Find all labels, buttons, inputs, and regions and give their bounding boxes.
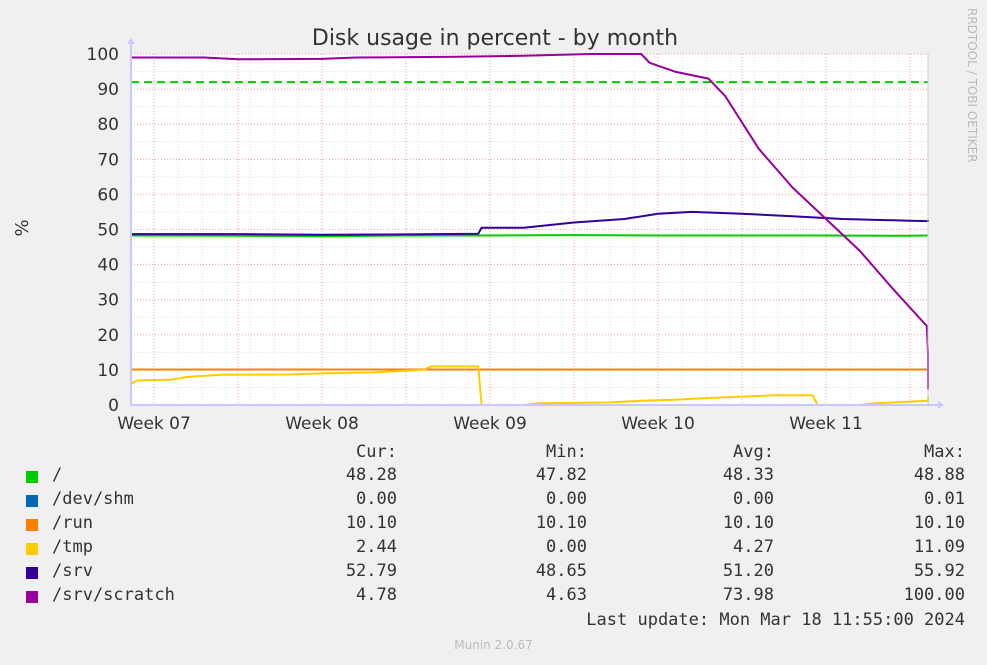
legend-max: 0.01	[924, 489, 965, 509]
legend-swatch	[26, 519, 38, 531]
legend-swatch	[26, 591, 38, 603]
legend-min: 4.63	[546, 585, 587, 605]
legend-series-name: /run	[52, 513, 93, 533]
legend-avg: 73.98	[722, 585, 774, 605]
legend-cur: 4.78	[356, 585, 397, 605]
legend-swatch	[26, 495, 38, 507]
y-tick-label: 70	[97, 150, 119, 170]
y-tick-label: 30	[97, 291, 119, 311]
y-tick-label: 20	[97, 326, 119, 346]
legend-avg: 48.33	[722, 465, 774, 485]
legend-min: 48.65	[535, 561, 587, 581]
legend-header-max: Max:	[924, 442, 965, 462]
legend-cur: 2.44	[356, 537, 397, 557]
legend-max: 55.92	[913, 561, 965, 581]
legend-cur: 0.00	[356, 489, 397, 509]
legend-avg: 10.10	[722, 513, 774, 533]
legend-header-cur: Cur:	[356, 442, 397, 462]
x-tick-label: Week 11	[789, 414, 863, 434]
legend-max: 11.09	[913, 537, 965, 557]
x-axis-arrow	[938, 401, 944, 409]
y-axis-arrow	[127, 38, 135, 44]
legend-cur: 52.79	[345, 561, 397, 581]
y-tick-label: 60	[97, 185, 119, 205]
x-tick-label: Week 08	[285, 414, 359, 434]
y-tick-label: 40	[97, 256, 119, 276]
y-tick-label: 100	[87, 45, 119, 65]
series-line-tmp	[130, 365, 929, 406]
legend-avg: 4.27	[733, 537, 774, 557]
y-tick-label: 80	[97, 115, 119, 135]
legend-min: 47.82	[535, 465, 587, 485]
legend-row-srv-scratch: /srv/scratch 4.78 4.63 73.98 100.00	[0, 584, 987, 608]
legend-header-avg: Avg:	[733, 442, 774, 462]
series-line-srv	[131, 210, 929, 236]
series-line-	[130, 234, 929, 238]
y-axis-label: %	[12, 219, 33, 236]
x-tick-label: Week 07	[117, 414, 191, 434]
x-tick-label: Week 10	[621, 414, 695, 434]
axes	[127, 38, 944, 409]
rrdtool-watermark: RRDTOOL / TOBI OETIKER	[965, 8, 979, 163]
legend-avg: 51.20	[722, 561, 774, 581]
legend-max: 10.10	[913, 513, 965, 533]
plot-area	[131, 54, 928, 405]
y-tick-label: 90	[97, 80, 119, 100]
y-tick-labels: 0 10 20 30 40 50 60 70 80 90 100	[87, 45, 119, 416]
legend-row-tmp: /tmp 2.44 0.00 4.27 11.09	[0, 536, 987, 560]
legend-series-name: /	[52, 465, 63, 485]
legend-swatch	[26, 543, 38, 555]
y-tick-label: 10	[97, 361, 119, 381]
legend-row-root: / 48.28 47.82 48.33 48.88	[0, 464, 987, 488]
legend-swatch	[26, 471, 38, 483]
legend-series-name: /dev/shm	[52, 489, 134, 509]
chart-title: Disk usage in percent - by month	[312, 26, 678, 51]
legend-series-name: /srv	[52, 561, 93, 581]
legend-series-name: /tmp	[52, 537, 93, 557]
legend-header-min: Min:	[546, 442, 587, 462]
legend-cur: 10.10	[345, 513, 397, 533]
legend-cur: 48.28	[345, 465, 397, 485]
munin-footer: Munin 2.0.67	[454, 638, 533, 652]
legend-row-run: /run 10.10 10.10 10.10 10.10	[0, 512, 987, 536]
x-tick-labels: Week 07 Week 08 Week 09 Week 10 Week 11	[117, 414, 863, 434]
legend-series-name: /srv/scratch	[52, 585, 175, 605]
legend-min: 0.00	[546, 489, 587, 509]
last-update: Last update: Mon Mar 18 11:55:00 2024	[586, 610, 965, 630]
legend-avg: 0.00	[733, 489, 774, 509]
legend-swatch	[26, 567, 38, 579]
x-tick-label: Week 09	[453, 414, 527, 434]
y-tick-label: 50	[97, 221, 119, 241]
legend-min: 10.10	[535, 513, 587, 533]
legend-min: 0.00	[546, 537, 587, 557]
grid	[131, 53, 928, 405]
legend-max: 100.00	[903, 585, 965, 605]
legend-row-srv: /srv 52.79 48.65 51.20 55.92	[0, 560, 987, 584]
legend-max: 48.88	[913, 465, 965, 485]
legend-row-dev-shm: /dev/shm 0.00 0.00 0.00 0.01	[0, 488, 987, 512]
y-tick-label: 0	[108, 396, 119, 416]
